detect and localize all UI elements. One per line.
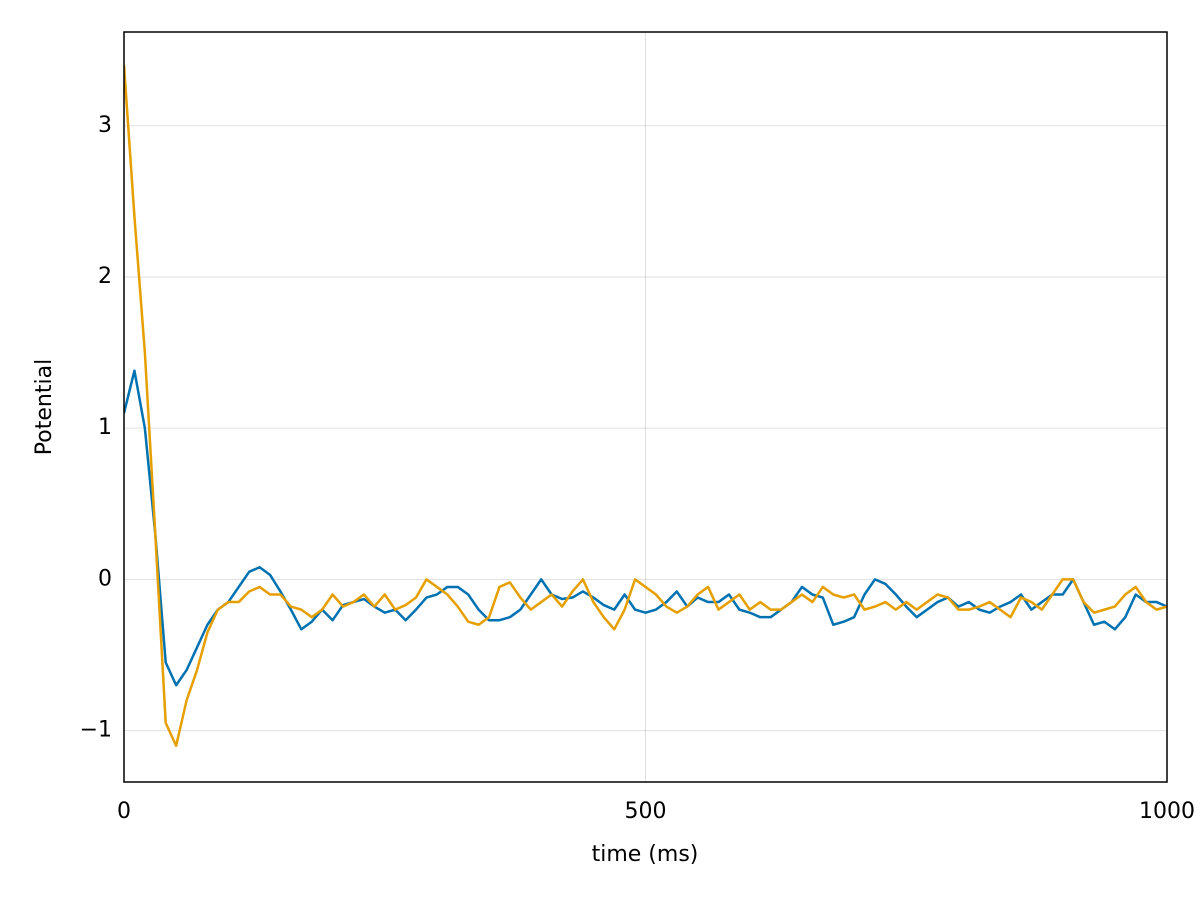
plot-frame [123,31,1168,783]
x-tick-label: 0 [117,799,131,824]
y-tick-label: 2 [98,264,112,289]
x-tick-label: 1000 [1139,799,1195,824]
y-tick-label: 1 [98,415,112,440]
data-line [124,65,1167,747]
data-line [124,369,1167,687]
y-tick-label: 0 [98,566,112,591]
x-tick-label: 500 [625,799,667,824]
x-axis-label: time (ms) [592,842,699,867]
y-tick-label: 3 [98,113,112,138]
y-axis-label: Potential [32,359,57,455]
y-tick-label: −1 [80,718,112,743]
